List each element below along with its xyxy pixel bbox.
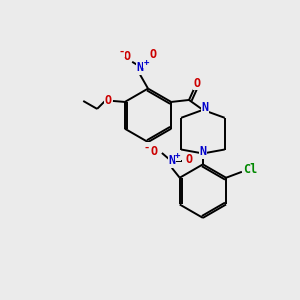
Text: +: + [143,58,149,67]
Text: O: O [104,94,112,107]
Text: O: O [150,146,158,158]
Text: O: O [124,50,131,63]
Text: N: N [168,154,175,167]
Text: O: O [185,153,192,167]
Text: -: - [144,143,150,153]
Text: N: N [199,145,206,158]
Text: Cl: Cl [243,163,257,176]
Text: N: N [136,61,144,74]
Text: -: - [118,47,124,57]
Text: N: N [201,101,208,114]
Text: +: + [175,152,180,160]
Text: O: O [194,76,200,90]
Text: O: O [149,48,157,62]
